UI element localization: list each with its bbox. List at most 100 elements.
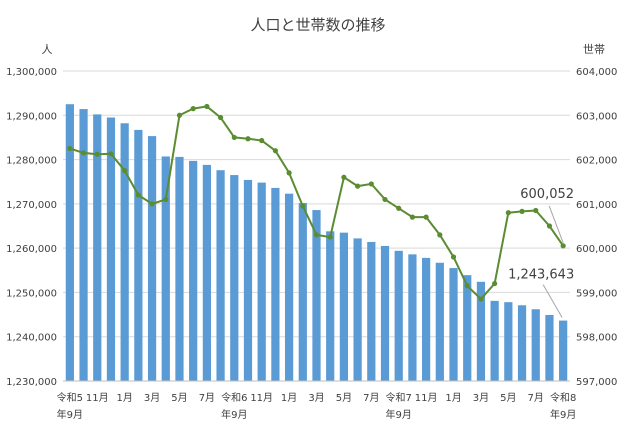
household-point: [135, 192, 141, 198]
population-bar: [408, 254, 417, 381]
right-tick-label: 602,000: [576, 156, 617, 167]
population-bar: [284, 193, 294, 381]
chart-title: 人口と世帯数の推移: [250, 16, 385, 34]
population-bar: [476, 281, 486, 381]
population-bar: [559, 320, 568, 381]
x-tick-label: 令和6: [221, 391, 247, 404]
population-bar: [93, 114, 102, 382]
household-point: [341, 174, 347, 180]
household-point: [560, 243, 566, 249]
household-point: [313, 232, 320, 238]
right-tick-label: 600,000: [576, 244, 617, 255]
population-bar: [326, 231, 335, 381]
household-point: [231, 134, 237, 141]
population-bar: [353, 238, 362, 381]
population-bar: [449, 268, 458, 381]
x-tick-label-line2: 年9月: [550, 408, 576, 421]
household-point: [450, 254, 457, 260]
household-point: [149, 201, 155, 207]
household-point: [259, 137, 265, 144]
population-bar: [120, 123, 129, 381]
household-point: [190, 106, 196, 112]
x-tick-label: 7月: [199, 392, 215, 404]
right-tick-label: 604,000: [576, 67, 617, 78]
population-bar: [79, 109, 88, 381]
x-tick-label: 7月: [363, 392, 379, 404]
household-point: [437, 232, 443, 238]
household-point: [464, 283, 470, 289]
x-tick-label: 11月: [86, 392, 109, 404]
left-tick-label: 1,240,000: [6, 333, 57, 344]
household-point: [108, 151, 114, 157]
population-bar: [216, 170, 225, 381]
x-tick-label: 11月: [415, 392, 438, 404]
population-bar: [202, 164, 211, 381]
x-tick-label: 1月: [445, 392, 461, 404]
household-point: [382, 196, 388, 203]
x-tick-label-line2: 年9月: [386, 408, 412, 421]
population-bars: [65, 104, 568, 382]
x-tick-label: 7月: [528, 392, 544, 404]
population-bar: [147, 136, 157, 381]
x-tick-label-line2: 年9月: [57, 408, 83, 421]
household-point: [176, 112, 183, 118]
x-tick-label: 3月: [473, 392, 489, 404]
population-bar: [531, 309, 540, 381]
household-point: [163, 196, 169, 203]
household-point: [217, 114, 224, 121]
right-tick-label: 601,000: [576, 200, 617, 211]
population-bar: [230, 175, 239, 381]
population-bar: [504, 302, 513, 381]
population-bar: [189, 160, 198, 381]
x-tick-label: 令和7: [386, 391, 412, 404]
right-tick-label: 599,000: [576, 288, 617, 299]
annotation-leader: [542, 284, 563, 318]
population-bar: [394, 250, 403, 381]
left-tick-label: 1,230,000: [6, 377, 57, 388]
axes: 1,230,000 1,240,000 1,250,000 1,260,000 1,27…: [6, 67, 617, 421]
population-bar: [257, 182, 266, 381]
left-tick-label: 1,290,000: [6, 111, 57, 122]
x-tick-label: 令和5: [57, 391, 83, 404]
household-point: [272, 148, 278, 154]
household-point: [327, 234, 333, 240]
population-bar: [339, 232, 349, 381]
household-point: [368, 181, 374, 187]
x-tick-label: 5月: [171, 392, 187, 404]
population-last-label: 1,243,643: [508, 268, 574, 283]
right-tick-label: 597,000: [576, 377, 617, 388]
household-point: [122, 168, 128, 174]
right-tick-label: 598,000: [576, 333, 617, 344]
population-bar: [271, 187, 280, 381]
left-axis-unit-label: 人: [42, 43, 53, 56]
annotation-leader: [548, 205, 564, 244]
left-tick-label: 1,280,000: [6, 156, 57, 167]
x-tick-label: 3月: [144, 392, 160, 404]
population-bar: [243, 179, 253, 381]
population-bar: [65, 104, 74, 381]
x-tick-label-line2: 年9月: [221, 408, 247, 421]
population-bar: [312, 210, 321, 381]
household-line: [67, 103, 566, 302]
x-tick-label: 1月: [116, 392, 132, 404]
household-point: [546, 223, 553, 229]
right-tick-label: 603,000: [576, 111, 617, 122]
population-bar: [367, 241, 376, 381]
household-point: [505, 210, 511, 216]
left-tick-label: 1,260,000: [6, 244, 57, 255]
household-point: [355, 183, 361, 189]
population-bar: [545, 315, 554, 381]
household-point: [67, 145, 73, 152]
household-last-label: 600,052: [520, 187, 574, 202]
population-bar: [422, 257, 431, 381]
population-bar: [106, 117, 116, 381]
household-point: [478, 296, 484, 302]
population-bar: [161, 156, 170, 381]
x-tick-label: 令和8: [550, 391, 576, 404]
household-point: [204, 103, 210, 110]
population-bar: [463, 275, 472, 381]
household-point: [409, 214, 416, 220]
household-point: [286, 170, 292, 176]
population-bar: [298, 202, 307, 381]
